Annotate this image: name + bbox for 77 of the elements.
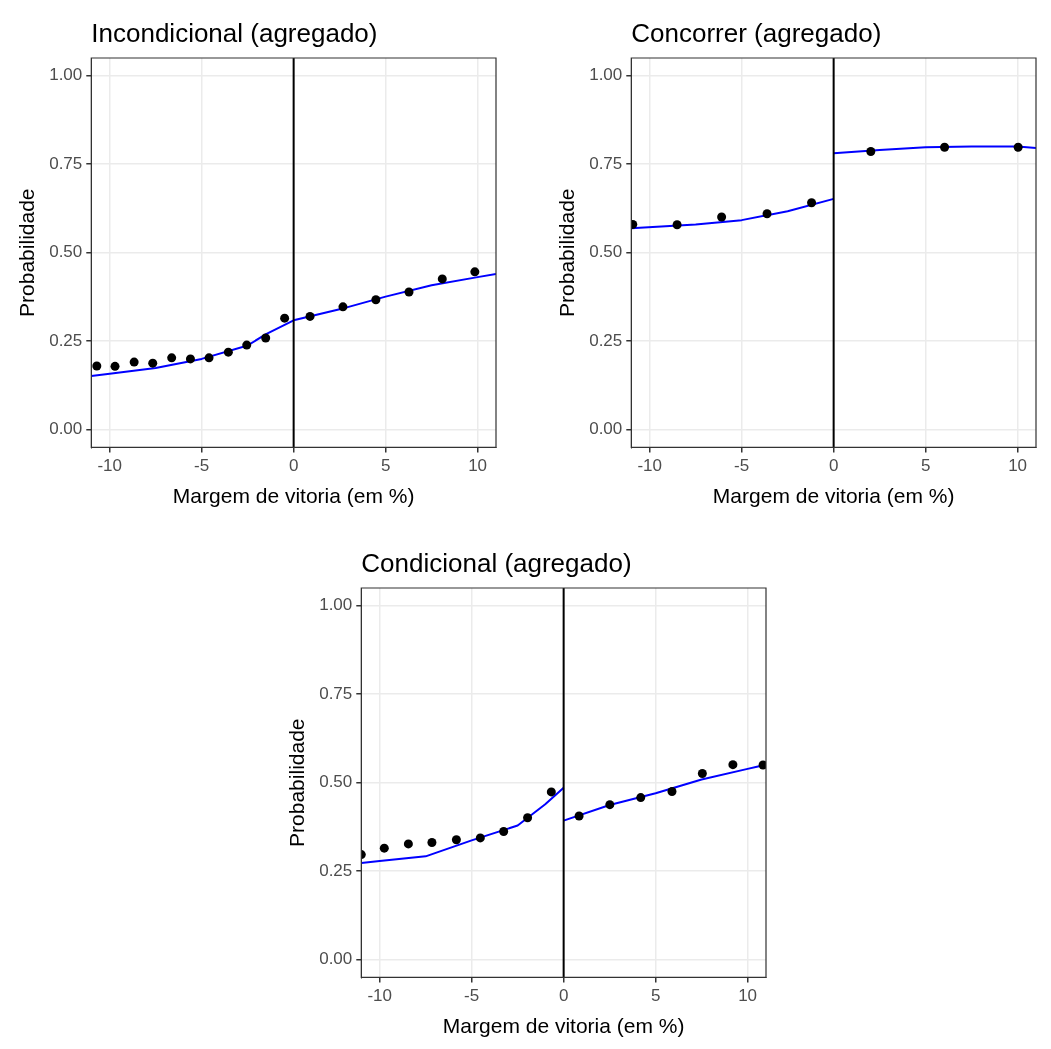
point xyxy=(403,839,413,849)
point xyxy=(546,787,556,797)
point xyxy=(697,769,707,778)
point xyxy=(728,760,738,770)
point xyxy=(427,838,437,848)
point xyxy=(451,835,461,845)
point xyxy=(242,340,252,350)
point xyxy=(667,787,677,797)
x-tick-label: -5 xyxy=(194,456,210,476)
point xyxy=(167,353,177,363)
point xyxy=(129,357,139,367)
point xyxy=(148,358,158,368)
x-axis-title: Margem de vitoria (em %) xyxy=(442,1014,685,1038)
x-tick-label: 0 xyxy=(558,986,569,1006)
point xyxy=(92,361,102,371)
point xyxy=(523,813,533,823)
y-tick-label: 0.00 xyxy=(319,949,353,969)
point xyxy=(338,302,348,312)
y-tick-label: 1.00 xyxy=(49,65,83,85)
point xyxy=(807,198,817,208)
x-tick-label: 5 xyxy=(380,456,391,476)
point xyxy=(437,274,447,284)
y-tick-label: 0.25 xyxy=(49,330,83,350)
y-tick-label: 0.00 xyxy=(589,419,623,439)
point xyxy=(404,287,414,297)
y-tick-label: 1.00 xyxy=(589,65,623,85)
x-tick-label: -5 xyxy=(464,986,480,1006)
point xyxy=(574,811,584,821)
point xyxy=(204,353,214,363)
y-tick-label: 0.50 xyxy=(49,242,83,262)
x-tick-label: 10 xyxy=(738,986,758,1006)
chart-title: Concorrer (agregado) xyxy=(631,18,882,49)
point xyxy=(470,267,480,277)
x-tick-label: -10 xyxy=(637,456,662,476)
point xyxy=(379,843,389,853)
point xyxy=(223,347,233,357)
x-tick-label: 0 xyxy=(288,456,299,476)
x-tick-label: 10 xyxy=(468,456,488,476)
point xyxy=(305,311,315,321)
y-tick-label: 1.00 xyxy=(319,595,353,615)
y-axis-title: Probabilidade xyxy=(285,718,309,847)
point xyxy=(866,146,876,156)
point xyxy=(636,793,646,803)
x-tick-label: 5 xyxy=(920,456,931,476)
point xyxy=(1013,142,1023,152)
point xyxy=(475,833,485,843)
y-tick-label: 0.25 xyxy=(589,330,623,350)
x-tick-label: -10 xyxy=(367,986,392,1006)
y-axis-title: Probabilidade xyxy=(555,188,579,317)
x-tick-label: 10 xyxy=(1008,456,1028,476)
y-tick-label: 0.50 xyxy=(589,242,623,262)
x-tick-label: 5 xyxy=(650,986,661,1006)
y-tick-label: 0.25 xyxy=(319,860,353,880)
y-axis-title: Probabilidade xyxy=(15,188,39,317)
chart-title: Condicional (agregado) xyxy=(361,548,632,579)
point xyxy=(762,209,772,219)
point xyxy=(717,212,727,222)
y-tick-label: 0.75 xyxy=(49,153,83,173)
y-tick-label: 0.75 xyxy=(319,683,353,703)
y-tick-label: 0.75 xyxy=(589,153,623,173)
point xyxy=(261,333,271,343)
point xyxy=(371,295,381,305)
x-axis-title: Margem de vitoria (em %) xyxy=(172,484,415,508)
x-tick-label: -5 xyxy=(734,456,750,476)
y-tick-label: 0.50 xyxy=(319,772,353,792)
x-axis-title: Margem de vitoria (em %) xyxy=(712,484,955,508)
point xyxy=(940,142,950,152)
point xyxy=(280,313,290,323)
point xyxy=(672,220,682,230)
point xyxy=(499,827,509,837)
x-tick-label: -10 xyxy=(97,456,122,476)
y-tick-label: 0.00 xyxy=(49,419,83,439)
point xyxy=(605,800,615,810)
point xyxy=(110,361,120,371)
x-tick-label: 0 xyxy=(828,456,839,476)
chart-title: Incondicional (agregado) xyxy=(91,18,378,49)
point xyxy=(185,354,195,364)
